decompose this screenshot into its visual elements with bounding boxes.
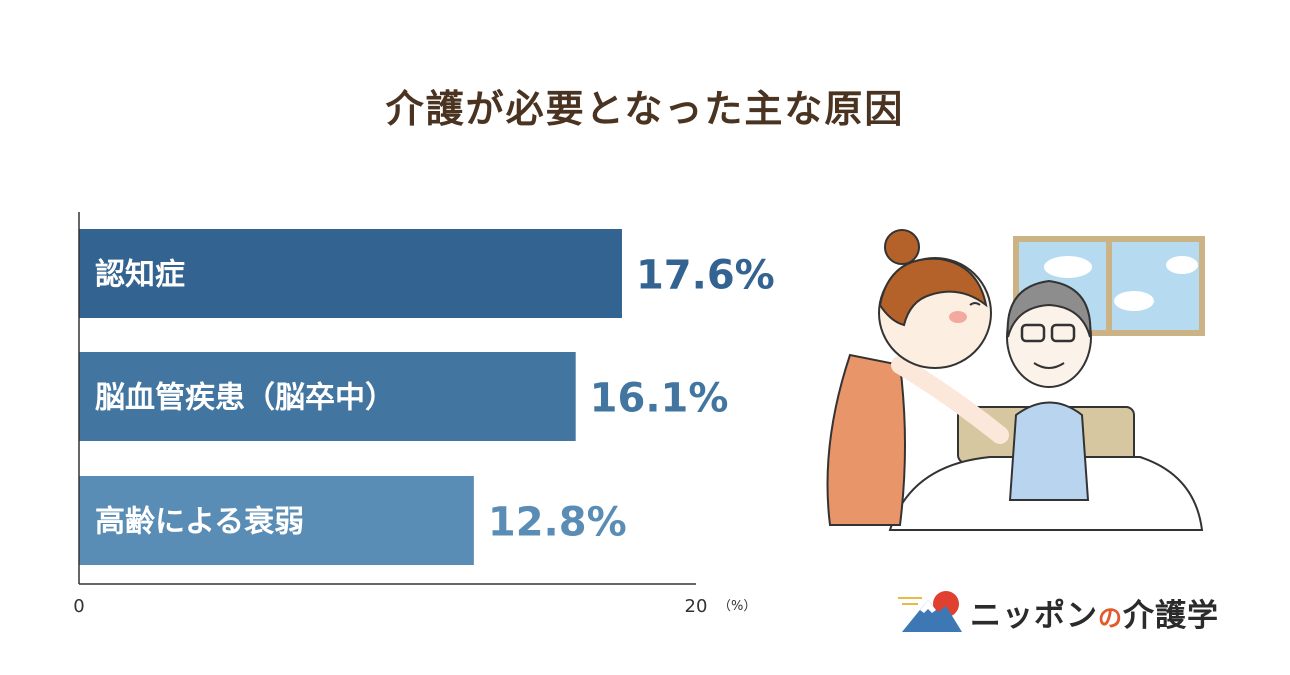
bar-category-label-1: 脳血管疾患（脳卒中）	[95, 381, 395, 416]
x-tick-20: 20	[685, 596, 708, 617]
brand-name-main: ニッポン	[970, 598, 1098, 634]
bars-group: 認知症 17.6% 脳血管疾患（脳卒中） 16.1% 高齢による衰弱 12.8%	[79, 229, 775, 565]
bar-value-label-1: 16.1%	[590, 376, 729, 422]
bar-category-label-2: 高齢による衰弱	[95, 505, 304, 540]
brand-suffix: 介護学	[1123, 598, 1219, 634]
caregiver-illustration	[826, 229, 1205, 531]
brand-name: ニッポンの介護学	[970, 590, 1219, 635]
bar-0	[79, 229, 622, 318]
bar-1	[79, 352, 576, 441]
x-tick-0: 0	[73, 596, 84, 617]
chart-title: 介護が必要となった主な原因	[385, 87, 905, 131]
bar-category-label-0: 認知症	[95, 258, 185, 293]
bar-value-label-0: 17.6%	[636, 253, 775, 299]
bar-2	[79, 476, 474, 565]
bar-value-label-2: 12.8%	[488, 500, 627, 546]
bar-chart: 認知症 17.6% 脳血管疾患（脳卒中） 16.1% 高齢による衰弱 12.8% 0 20…	[73, 212, 775, 617]
mount-fuji-logo-icon	[898, 591, 962, 632]
brand-particle: の	[1098, 604, 1123, 632]
brand-logo: ニッポンの介護学	[898, 586, 1258, 636]
x-unit-label: （%）	[718, 599, 756, 614]
